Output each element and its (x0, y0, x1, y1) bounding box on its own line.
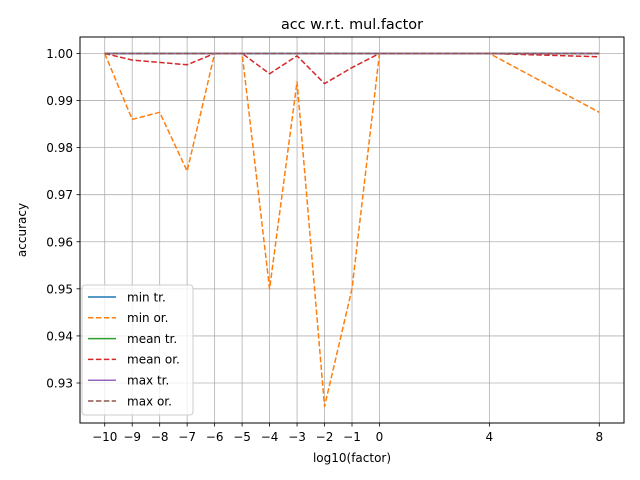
x-tick-label: 4 (486, 430, 494, 444)
y-tick-label: 1.00 (46, 47, 73, 61)
x-axis-ticks: −10 −9 −8 −7 −6 −5 −4 −3 −2 −1 0 4 8 (92, 423, 603, 444)
chart-title: acc w.r.t. mul.factor (281, 17, 423, 33)
x-tick-label: −9 (123, 430, 141, 444)
x-tick-label: −7 (178, 430, 196, 444)
legend-label: max tr. (127, 374, 169, 388)
y-tick-label: 0.93 (46, 376, 73, 390)
y-tick-label: 0.98 (46, 141, 73, 155)
y-tick-label: 0.99 (46, 94, 73, 108)
x-tick-label: −10 (92, 430, 117, 444)
y-tick-label: 0.95 (46, 282, 73, 296)
x-tick-label: −4 (261, 430, 279, 444)
x-axis-label: log10(factor) (313, 451, 391, 465)
legend-label: mean or. (127, 353, 180, 367)
y-axis-label: accuracy (15, 203, 29, 257)
x-tick-label: −3 (288, 430, 306, 444)
x-tick-label: 0 (376, 430, 384, 444)
legend: min tr. min or. mean tr. mean or. max tr. max… (81, 284, 194, 416)
legend-label: max or. (127, 394, 172, 408)
x-tick-label: −2 (316, 430, 334, 444)
y-tick-label: 0.94 (46, 329, 73, 343)
legend-box (81, 284, 194, 416)
y-tick-label: 0.96 (46, 235, 73, 249)
y-axis-ticks: 0.93 0.94 0.95 0.96 0.97 0.98 0.99 1.00 (46, 47, 80, 390)
legend-label: mean tr. (127, 332, 177, 346)
grid (80, 37, 624, 423)
x-tick-label: −6 (206, 430, 224, 444)
y-tick-label: 0.97 (46, 188, 73, 202)
x-tick-label: −5 (233, 430, 251, 444)
legend-label: min or. (127, 311, 168, 325)
x-tick-label: −8 (151, 430, 169, 444)
x-tick-label: −1 (343, 430, 361, 444)
series-lines (104, 52, 600, 408)
legend-label: min tr. (127, 290, 166, 304)
x-tick-label: 8 (595, 430, 603, 444)
